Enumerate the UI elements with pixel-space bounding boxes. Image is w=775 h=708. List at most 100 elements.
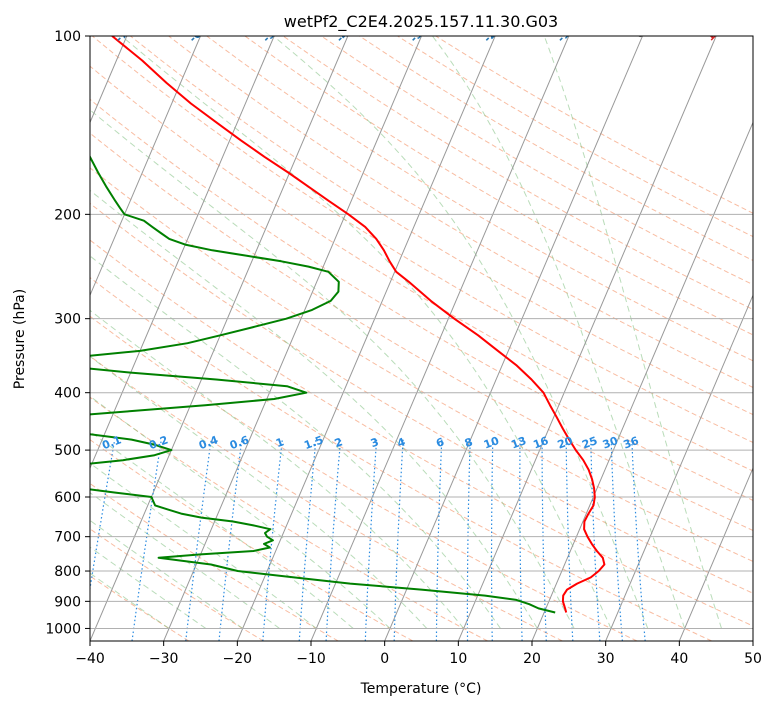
x-tick-label: −40 bbox=[75, 651, 105, 667]
isotherm bbox=[90, 36, 275, 470]
moist-adiabat bbox=[90, 519, 243, 629]
moist-adiabat bbox=[90, 255, 501, 629]
isopleth-labels: -100-90-80-70-60-50-40-30-20-10010203040… bbox=[100, 22, 724, 452]
isotherm-label: -70 bbox=[113, 22, 136, 45]
mixing-ratio-label: 2 bbox=[333, 435, 345, 450]
mixing-ratio-line bbox=[631, 439, 646, 641]
dry-adiabat bbox=[90, 239, 753, 627]
isotherm-label: -40 bbox=[334, 22, 357, 45]
isotherm bbox=[163, 36, 422, 641]
mixing-ratio-label: 0.2 bbox=[147, 433, 170, 452]
y-tick-label: 100 bbox=[54, 29, 81, 45]
mixing-ratio-line bbox=[519, 439, 523, 641]
background-lines bbox=[90, 36, 753, 641]
plot-frame bbox=[89, 35, 754, 642]
mixing-ratio-line bbox=[541, 439, 547, 641]
isotherm bbox=[236, 36, 496, 641]
dry-adiabat bbox=[90, 277, 712, 641]
isotherm-label: -50 bbox=[260, 22, 283, 45]
dry-adiabat bbox=[90, 132, 753, 532]
y-tick-label: 700 bbox=[54, 530, 81, 546]
moist-adiabat bbox=[90, 462, 317, 629]
mixing-ratio-label: 30 bbox=[601, 434, 620, 452]
mixing-ratio-label: 25 bbox=[580, 434, 599, 451]
mixing-ratio-label: 1 bbox=[274, 435, 286, 450]
dry-adiabat bbox=[90, 355, 563, 641]
y-tick-label: 900 bbox=[54, 594, 81, 610]
mixing-ratio-label: 3 bbox=[369, 435, 381, 450]
mixing-ratio-line bbox=[466, 439, 471, 641]
mixing-ratio-line bbox=[262, 439, 283, 641]
dry-adiabat bbox=[90, 315, 638, 641]
chart-title: wetPf2_C2E4.2025.157.11.30.G03 bbox=[284, 12, 558, 32]
mixing-ratio-line bbox=[218, 439, 243, 641]
x-tick-label: 10 bbox=[449, 651, 467, 667]
mixing-ratio-label: 36 bbox=[622, 434, 641, 452]
y-tick-label: 600 bbox=[54, 490, 81, 506]
temperature-line bbox=[111, 36, 606, 613]
mixing-ratio-line bbox=[393, 439, 404, 641]
x-axis: −40 −30 −20 −10 0 10 20 30 40 50 bbox=[75, 641, 762, 667]
mixing-ratio-label: 10 bbox=[482, 434, 501, 452]
moist-adiabat bbox=[543, 36, 722, 629]
mixing-ratio-line bbox=[185, 439, 212, 641]
mixing-ratio-label: 8 bbox=[463, 435, 475, 450]
isotherm-label: -10 bbox=[555, 22, 578, 45]
moist-adiabat bbox=[90, 355, 428, 629]
y-axis: 100 200 300 400 500 600 700 800 900 1000 bbox=[45, 29, 90, 637]
y-tick-label: 500 bbox=[54, 443, 81, 459]
dry-adiabat bbox=[206, 36, 753, 362]
mixing-ratio-line bbox=[325, 439, 342, 641]
mixing-ratio-label: 1.5 bbox=[302, 433, 325, 452]
x-tick-label: −20 bbox=[223, 651, 253, 667]
moist-adiabat bbox=[90, 572, 170, 629]
isotherm bbox=[752, 639, 753, 641]
mixing-ratio-label: 0.4 bbox=[197, 433, 220, 452]
mixing-ratio-line bbox=[364, 439, 378, 641]
mixing-ratio-label: 20 bbox=[556, 434, 575, 452]
plot-background bbox=[90, 36, 753, 641]
x-tick-label: −10 bbox=[296, 651, 326, 667]
isotherm-label: -60 bbox=[186, 22, 209, 45]
y-tick-label: 200 bbox=[54, 207, 81, 223]
isotherm bbox=[90, 36, 349, 641]
mixing-ratio-line bbox=[90, 439, 116, 593]
y-tick-label: 300 bbox=[54, 312, 81, 328]
isotherm bbox=[531, 121, 753, 641]
dry-adiabat bbox=[168, 36, 753, 388]
dry-adiabat bbox=[90, 98, 753, 501]
dry-adiabat bbox=[90, 396, 488, 641]
moist-adiabat bbox=[121, 36, 612, 629]
isotherm bbox=[90, 36, 201, 297]
isotherm bbox=[457, 36, 717, 641]
moist-adiabat bbox=[273, 36, 649, 629]
isotherm bbox=[678, 466, 753, 641]
isotherm bbox=[310, 36, 570, 641]
mixing-ratio-line bbox=[298, 439, 317, 641]
mixing-ratio-label: 4 bbox=[395, 435, 407, 450]
x-tick-label: 40 bbox=[670, 651, 688, 667]
mixing-ratio-label: 0.6 bbox=[228, 433, 251, 452]
mixing-ratio-label: 16 bbox=[531, 434, 550, 452]
moist-adiabat bbox=[90, 492, 280, 629]
isotherm bbox=[384, 36, 643, 641]
x-tick-label: 20 bbox=[523, 651, 541, 667]
dry-adiabat bbox=[90, 167, 753, 562]
y-tick-label: 400 bbox=[54, 386, 81, 402]
moist-adiabat bbox=[90, 546, 207, 629]
profile-lines bbox=[90, 36, 606, 614]
moist-adiabat bbox=[90, 430, 354, 629]
x-tick-label: 0 bbox=[380, 651, 389, 667]
y-tick-label: 1000 bbox=[45, 621, 81, 637]
y-tick-label: 800 bbox=[54, 564, 81, 580]
y-axis-label: Pressure (hPa) bbox=[12, 289, 28, 389]
moist-adiabat bbox=[90, 309, 465, 629]
mixing-ratio-label: 0.1 bbox=[100, 433, 123, 452]
mixing-ratio-line bbox=[590, 439, 601, 641]
mixing-ratio-label: 6 bbox=[434, 435, 446, 450]
dewpoint-line bbox=[90, 154, 556, 614]
isotherm-label: 10 bbox=[704, 23, 724, 43]
dry-adiabat bbox=[90, 528, 264, 641]
mixing-ratio-line bbox=[435, 439, 443, 641]
